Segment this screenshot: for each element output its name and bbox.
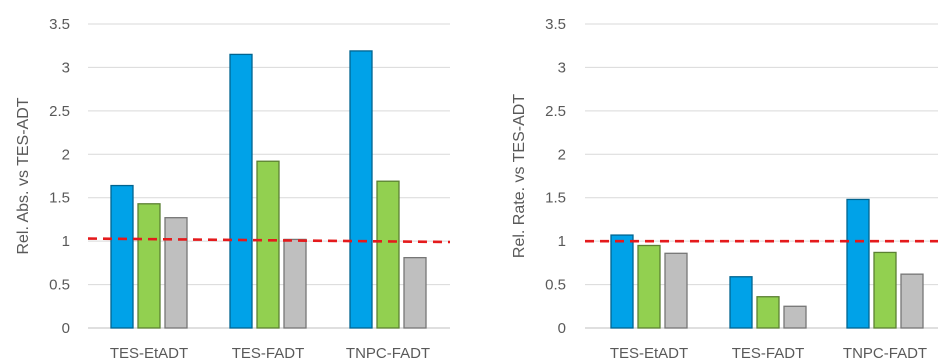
bar xyxy=(349,50,373,329)
y-axis-label: Rel. Rate. vs TES-ADT xyxy=(511,94,528,258)
bar xyxy=(637,244,661,329)
category-label: TES-FADT xyxy=(732,345,805,362)
y-tick-label: 1 xyxy=(558,233,566,250)
bar xyxy=(110,184,134,329)
y-tick-label: 3 xyxy=(62,59,70,76)
category-label: TNPC-FADT xyxy=(843,345,927,362)
chart-rel-abs: 0 0.5 1 1.5 2 2.5 3 3.5 Rel. Abs. vs TES-ADT TES-… xyxy=(15,16,451,362)
bar xyxy=(229,53,253,329)
y-tick-label: 3 xyxy=(558,59,566,76)
bar xyxy=(664,252,688,329)
y-tick-label: 0.5 xyxy=(49,277,70,294)
chart-rel-rate: 0 0.5 1 1.5 2 2.5 3 3.5 Rel. Rate. vs TES-ADT TES… xyxy=(511,16,938,362)
y-tick-label: 0 xyxy=(62,320,70,337)
bar xyxy=(376,180,400,329)
y-tick-label: 1.5 xyxy=(545,190,566,207)
bar xyxy=(783,305,807,329)
bar xyxy=(256,160,280,329)
bar xyxy=(403,256,427,329)
bar xyxy=(283,238,307,329)
y-tick-label: 1.5 xyxy=(49,190,70,207)
bar xyxy=(164,217,188,329)
y-tick-label: 0 xyxy=(558,320,566,337)
reference-line xyxy=(87,237,451,244)
y-tick-label: 1 xyxy=(62,233,70,250)
y-tick-label: 3.5 xyxy=(545,16,566,33)
bar xyxy=(846,198,870,329)
y-tick-label: 2 xyxy=(62,146,70,163)
y-tick-label: 2.5 xyxy=(545,103,566,120)
category-label: TNPC-FADT xyxy=(346,345,430,362)
category-label: TES-EtADT xyxy=(110,345,188,362)
bar xyxy=(873,251,897,329)
bar xyxy=(610,234,634,329)
bar xyxy=(900,273,924,329)
y-tick-label: 0.5 xyxy=(545,277,566,294)
bar xyxy=(729,276,753,329)
y-tick-label: 2 xyxy=(558,146,566,163)
y-axis-label: Rel. Abs. vs TES-ADT xyxy=(15,97,32,254)
y-tick-label: 2.5 xyxy=(49,103,70,120)
y-tick-label: 3.5 xyxy=(49,16,70,33)
bar xyxy=(137,203,161,329)
category-label: TES-EtADT xyxy=(610,345,688,362)
category-label: TES-FADT xyxy=(232,345,305,362)
bar xyxy=(756,296,780,329)
